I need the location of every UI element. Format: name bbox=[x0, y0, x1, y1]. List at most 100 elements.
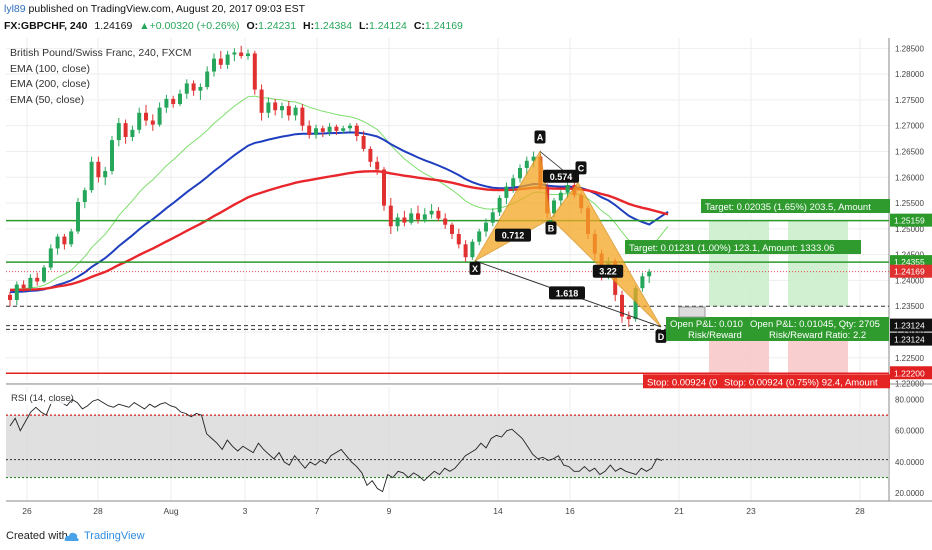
candle-body bbox=[463, 244, 468, 258]
position1-stop-label-text: Stop: 0.00924 (0 bbox=[647, 377, 717, 388]
symbol-label: FX:GBPCHF, 240 bbox=[4, 20, 88, 32]
candle-body bbox=[239, 52, 244, 57]
price-tick-label: 1.26000 bbox=[895, 173, 924, 182]
candle-body bbox=[429, 210, 434, 215]
rsi-band bbox=[6, 415, 889, 478]
ohlc-line: FX:GBPCHF, 240 1.24169 ▲+0.00320 (+0.26%… bbox=[4, 20, 463, 32]
tradingview-brand[interactable]: TradingView bbox=[84, 530, 145, 542]
publish-info: published on TradingView.com, August 20,… bbox=[28, 3, 306, 15]
ratio-xd-text: 1.618 bbox=[556, 288, 579, 298]
candle-body bbox=[497, 197, 502, 213]
legend-ema200[interactable]: EMA (200, close) bbox=[10, 78, 90, 90]
candle-body bbox=[48, 248, 53, 268]
axis-price-label-text: 1.23124 bbox=[894, 321, 925, 331]
x-tick-label: 28 bbox=[93, 506, 103, 516]
pattern-point-B-text: B bbox=[548, 224, 555, 234]
price-chart[interactable]: 26 28 Aug 3 7 9 14 16 21 23 28 1.28500 1.28000 1.2750… bbox=[0, 38, 932, 526]
change-value: ▲+0.00320 (+0.26%) bbox=[139, 20, 240, 32]
ratio-ac-bg bbox=[543, 169, 579, 183]
position1-rr-text: Risk/Reward bbox=[688, 330, 742, 341]
candle-body bbox=[300, 107, 305, 126]
candle-body bbox=[368, 148, 373, 162]
chart-legend: British Pound/Swiss Franc, 240, FXCM EMA… bbox=[10, 46, 191, 108]
candle-body bbox=[416, 213, 420, 220]
axis-price-label-bg bbox=[890, 264, 932, 278]
candle-body bbox=[225, 54, 230, 65]
axis-price-label-text: 1.23124 bbox=[894, 335, 925, 345]
pattern-point-X: X bbox=[469, 261, 481, 275]
open-value: 1.24231 bbox=[258, 20, 297, 32]
axis-price-label-bg bbox=[890, 366, 932, 380]
candle-body bbox=[490, 212, 495, 223]
candle-body bbox=[246, 53, 250, 57]
candle-body bbox=[42, 267, 46, 282]
candle-body bbox=[395, 217, 400, 227]
axis-price-label: 1.22200 bbox=[890, 366, 932, 380]
candle-body bbox=[232, 52, 237, 55]
candle-body bbox=[171, 98, 176, 105]
candle-body bbox=[422, 214, 427, 220]
pattern-point-A: A bbox=[534, 130, 546, 144]
position2-pl-bg bbox=[746, 317, 889, 341]
candle-body bbox=[62, 236, 67, 245]
price-tick-label: 1.25000 bbox=[895, 225, 924, 234]
legend-ema50[interactable]: EMA (50, close) bbox=[10, 93, 85, 106]
position2-rr-text: Risk/Reward Ratio: 2.2 bbox=[769, 330, 866, 341]
legend-title: British Pound/Swiss Franc, 240, FXCM bbox=[10, 47, 192, 59]
high-label: H: bbox=[303, 20, 315, 32]
candle-body bbox=[375, 161, 380, 170]
pattern-point-A-text: A bbox=[537, 132, 544, 142]
candle-body bbox=[205, 71, 210, 87]
candle-body bbox=[531, 156, 536, 161]
candle-body bbox=[348, 125, 352, 129]
candle-body bbox=[293, 107, 298, 116]
pattern-point-A-bg bbox=[534, 130, 546, 144]
ratio-xd-bg bbox=[549, 286, 585, 300]
ratio-ac: 0.574 bbox=[543, 169, 579, 183]
pattern-point-D-bg bbox=[655, 329, 667, 343]
ratio-bd-text: 3.22 bbox=[599, 267, 617, 277]
legend-ema100[interactable]: EMA (100, close) bbox=[10, 62, 90, 75]
pattern-point-X-bg bbox=[469, 261, 481, 275]
pattern-point-D-text: D bbox=[658, 332, 665, 342]
author-name[interactable]: lyl89 bbox=[4, 3, 26, 15]
candle-body bbox=[178, 93, 182, 105]
x-tick-label: 26 bbox=[22, 506, 32, 516]
rsi-tick-label: 80.0000 bbox=[895, 395, 924, 404]
price-tick-label: 1.23000 bbox=[895, 328, 924, 337]
target-zone-1 bbox=[709, 220, 769, 307]
rsi-legend-bg bbox=[10, 392, 68, 404]
x-tick-label: 16 bbox=[565, 506, 575, 516]
x-tick-label: Aug bbox=[163, 506, 178, 516]
candle-body bbox=[55, 236, 60, 249]
candle-body bbox=[123, 123, 128, 138]
candle-body bbox=[150, 120, 155, 125]
created-with: Created with bbox=[6, 530, 68, 542]
close-value: 1.24169 bbox=[424, 20, 463, 32]
x-tick-label: 9 bbox=[387, 506, 392, 516]
pattern-point-B-bg bbox=[545, 221, 557, 235]
candle-body bbox=[633, 288, 638, 320]
tradingview-cloud-icon bbox=[64, 532, 79, 541]
candle-body bbox=[273, 102, 278, 111]
candle-body bbox=[518, 167, 522, 179]
position1-target-label-bg bbox=[625, 240, 861, 254]
candle-body bbox=[470, 241, 475, 258]
candle-body bbox=[524, 160, 529, 168]
price-tick-label: 1.28500 bbox=[895, 44, 924, 53]
candle-body bbox=[116, 123, 121, 141]
low-value: 1.24124 bbox=[368, 20, 407, 32]
low-label: L: bbox=[359, 20, 369, 32]
candle-body bbox=[484, 222, 488, 232]
candle-body bbox=[286, 106, 291, 116]
axis-price-label-bg bbox=[890, 332, 932, 346]
pattern-point-D: D bbox=[655, 329, 667, 343]
candle-body bbox=[327, 126, 332, 132]
candle-body bbox=[137, 112, 142, 130]
candle-body bbox=[436, 210, 441, 219]
chart-header: lyl89 published on TradingView.com, Augu… bbox=[0, 0, 932, 38]
candle-body bbox=[157, 107, 162, 125]
price-tick-label: 1.25500 bbox=[895, 199, 924, 208]
close-label: C: bbox=[413, 20, 425, 32]
